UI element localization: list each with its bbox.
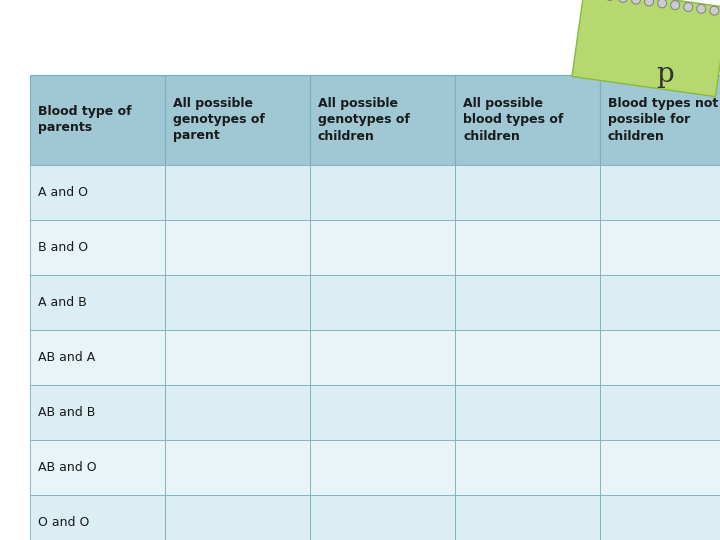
FancyBboxPatch shape [600,75,720,165]
FancyBboxPatch shape [455,495,600,540]
FancyBboxPatch shape [455,165,600,220]
FancyBboxPatch shape [30,385,165,440]
FancyBboxPatch shape [310,495,455,540]
FancyBboxPatch shape [310,330,455,385]
FancyBboxPatch shape [600,385,720,440]
FancyBboxPatch shape [30,275,165,330]
FancyBboxPatch shape [310,440,455,495]
Circle shape [644,0,654,6]
FancyBboxPatch shape [165,440,310,495]
Text: AB and A: AB and A [38,351,95,364]
FancyBboxPatch shape [455,220,600,275]
Text: All possible
blood types of
children: All possible blood types of children [463,98,563,143]
FancyBboxPatch shape [165,220,310,275]
FancyBboxPatch shape [310,165,455,220]
FancyBboxPatch shape [455,75,600,165]
Circle shape [697,4,706,14]
Text: A and O: A and O [38,186,88,199]
Circle shape [670,1,680,10]
FancyBboxPatch shape [600,165,720,220]
Text: AB and O: AB and O [38,461,96,474]
FancyBboxPatch shape [600,220,720,275]
FancyBboxPatch shape [600,495,720,540]
FancyBboxPatch shape [30,495,165,540]
Text: p: p [656,60,674,87]
FancyBboxPatch shape [165,165,310,220]
Circle shape [631,0,641,4]
Text: All possible
genotypes of
parent: All possible genotypes of parent [173,98,265,143]
FancyBboxPatch shape [165,75,310,165]
FancyBboxPatch shape [310,275,455,330]
FancyBboxPatch shape [455,275,600,330]
Text: A and B: A and B [38,296,86,309]
Text: All possible
genotypes of
children: All possible genotypes of children [318,98,410,143]
Circle shape [684,3,693,11]
FancyBboxPatch shape [165,275,310,330]
FancyBboxPatch shape [30,220,165,275]
Polygon shape [572,0,720,97]
FancyBboxPatch shape [30,440,165,495]
FancyBboxPatch shape [165,330,310,385]
Circle shape [618,0,627,2]
Text: Blood types not
possible for
children: Blood types not possible for children [608,98,719,143]
Circle shape [710,6,719,15]
FancyBboxPatch shape [165,385,310,440]
FancyBboxPatch shape [455,440,600,495]
FancyBboxPatch shape [310,385,455,440]
FancyBboxPatch shape [310,75,455,165]
FancyBboxPatch shape [600,330,720,385]
FancyBboxPatch shape [30,165,165,220]
FancyBboxPatch shape [30,330,165,385]
Text: B and O: B and O [38,241,88,254]
FancyBboxPatch shape [600,275,720,330]
Text: O and O: O and O [38,516,89,529]
FancyBboxPatch shape [455,385,600,440]
FancyBboxPatch shape [600,440,720,495]
FancyBboxPatch shape [30,75,165,165]
Text: AB and B: AB and B [38,406,95,419]
FancyBboxPatch shape [165,495,310,540]
Circle shape [657,0,667,8]
FancyBboxPatch shape [310,220,455,275]
FancyBboxPatch shape [455,330,600,385]
Text: Blood type of
parents: Blood type of parents [38,105,132,134]
